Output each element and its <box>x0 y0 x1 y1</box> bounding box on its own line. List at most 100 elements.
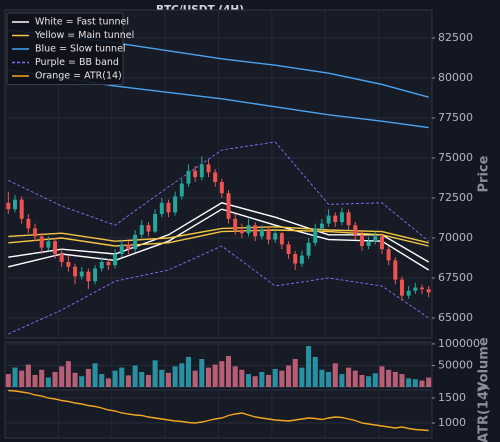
candle-body <box>113 254 118 266</box>
tunnel-line <box>8 245 429 335</box>
volume-bar <box>112 370 118 387</box>
volume-bar <box>332 363 338 387</box>
volume-bar <box>259 371 265 387</box>
candle-body <box>299 255 304 264</box>
volume-bar <box>92 363 98 387</box>
candle-body <box>259 230 264 237</box>
volume-bar <box>159 369 165 387</box>
volume-bar <box>292 359 298 387</box>
volume-bar <box>39 369 45 387</box>
volume-bar <box>392 371 398 387</box>
volume-bar <box>239 369 245 387</box>
candle-body <box>333 215 338 222</box>
volume-bar <box>125 375 131 387</box>
volume-bar <box>72 372 78 387</box>
y-axis-label: ATR(14) <box>477 385 492 442</box>
candle-body <box>199 164 204 178</box>
volume-bar <box>419 380 425 387</box>
y-tick-label: 1000 <box>438 416 466 429</box>
candle-body <box>119 244 124 254</box>
candle-body <box>73 266 78 277</box>
volume-bar <box>119 367 125 387</box>
candle-body <box>66 262 71 267</box>
candle-body <box>133 234 138 250</box>
y-tick-label: 75000 <box>438 151 473 164</box>
y-axis-label: Price <box>477 155 492 192</box>
candle-body <box>226 193 231 219</box>
candle-body <box>233 218 238 230</box>
volume-bar <box>319 369 325 387</box>
candle-body <box>86 271 91 282</box>
volume-bar <box>232 366 238 387</box>
volume-bar <box>199 359 205 387</box>
candle-body <box>19 199 24 219</box>
volume-bar <box>339 374 345 387</box>
volume-bar <box>399 374 405 387</box>
candle-body <box>166 202 171 213</box>
volume-bar <box>132 365 138 387</box>
volume-bar <box>352 370 358 387</box>
candle-body <box>153 214 158 232</box>
volume-bar <box>412 379 418 387</box>
volume-bar <box>139 371 145 387</box>
volume-bar <box>59 366 65 387</box>
candle-body <box>413 287 418 291</box>
volume-bar <box>105 378 111 387</box>
volume-bar <box>326 371 332 387</box>
volume-bar <box>252 376 258 387</box>
volume-bar <box>359 374 365 387</box>
candle-body <box>179 183 184 197</box>
tunnel-line <box>8 208 430 271</box>
volume-bar <box>245 374 252 387</box>
candle-body <box>366 241 371 246</box>
volume-bar <box>165 372 171 387</box>
candle-body <box>173 196 178 213</box>
volume-bar <box>32 374 38 387</box>
volume-bar <box>372 373 378 387</box>
legend-label: White = Fast tunnel <box>35 17 129 28</box>
volume-bar <box>386 369 392 387</box>
candle-body <box>159 202 164 214</box>
tunnel-line <box>8 202 430 263</box>
candle-body <box>26 218 31 229</box>
candle-body <box>293 254 298 264</box>
candle-body <box>79 271 84 277</box>
candle-body <box>219 182 224 194</box>
volume-bar <box>426 377 432 387</box>
candle-body <box>306 242 311 256</box>
legend-label: Purple = BB band <box>35 57 119 68</box>
volume-bar <box>205 367 212 387</box>
volume-bar <box>99 374 105 387</box>
candle-body <box>53 241 58 254</box>
volume-bar <box>185 356 192 387</box>
candle-body <box>266 230 271 240</box>
volume-bar <box>299 367 305 387</box>
candle-body <box>279 233 284 245</box>
candle-body <box>373 236 378 242</box>
tunnel-line <box>8 226 429 244</box>
volume-bar <box>192 370 198 387</box>
volume-bar <box>25 364 31 387</box>
y-tick-label: 67500 <box>438 271 473 284</box>
candle-body <box>93 268 98 282</box>
volume-bar <box>45 377 51 387</box>
volume-bar <box>219 361 225 387</box>
candle-body <box>39 236 44 248</box>
candle-body <box>339 212 344 222</box>
volume-bar <box>225 355 232 387</box>
candle-body <box>273 233 278 240</box>
candle-body <box>319 223 324 229</box>
volume-bar <box>346 367 352 387</box>
candle-body <box>146 225 151 232</box>
volume-bar <box>272 368 278 387</box>
atr-line <box>8 389 429 432</box>
candle-body <box>33 228 38 237</box>
volume-bar <box>286 365 292 387</box>
candle-body <box>393 260 398 280</box>
volume-bar <box>366 376 372 387</box>
candle-body <box>206 164 211 173</box>
y-tick-label: 100000 <box>438 337 480 350</box>
candle-body <box>359 234 364 246</box>
volume-bar <box>312 356 318 387</box>
